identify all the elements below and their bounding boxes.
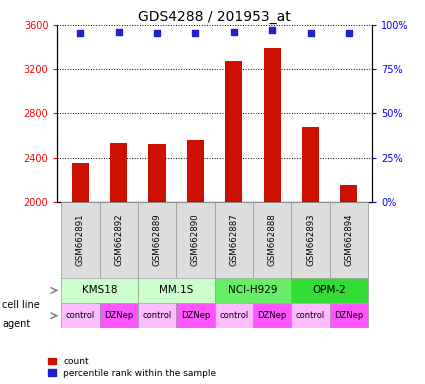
Bar <box>253 202 291 278</box>
Text: DZNep: DZNep <box>334 311 363 320</box>
Text: NCI-H929: NCI-H929 <box>228 285 278 295</box>
Bar <box>72 163 89 202</box>
Bar <box>291 202 330 278</box>
Bar <box>215 303 253 328</box>
Bar <box>264 48 281 202</box>
Text: control: control <box>66 311 95 320</box>
Text: GSM662890: GSM662890 <box>191 214 200 266</box>
Point <box>269 27 275 33</box>
Text: GSM662891: GSM662891 <box>76 214 85 266</box>
Bar <box>61 303 99 328</box>
Bar <box>253 303 291 328</box>
Bar <box>99 303 138 328</box>
Bar <box>225 61 242 202</box>
Point <box>77 30 84 36</box>
Legend: count, percentile rank within the sample: count, percentile rank within the sample <box>47 356 217 379</box>
Bar <box>61 278 138 303</box>
Bar <box>138 278 215 303</box>
Text: KMS18: KMS18 <box>82 285 117 295</box>
Bar <box>215 202 253 278</box>
Text: GSM662888: GSM662888 <box>268 214 277 266</box>
Point <box>230 29 237 35</box>
Text: control: control <box>296 311 325 320</box>
Text: control: control <box>219 311 249 320</box>
Bar <box>291 278 368 303</box>
Point <box>307 30 314 36</box>
Text: control: control <box>142 311 172 320</box>
Bar <box>138 202 176 278</box>
Bar <box>291 303 330 328</box>
Point <box>192 30 199 36</box>
Point <box>154 30 161 36</box>
Text: OPM-2: OPM-2 <box>313 285 346 295</box>
Text: DZNep: DZNep <box>181 311 210 320</box>
Bar <box>176 303 215 328</box>
Text: agent: agent <box>2 319 30 329</box>
Bar <box>138 303 176 328</box>
Bar <box>176 202 215 278</box>
Text: GSM662887: GSM662887 <box>230 214 238 266</box>
Bar <box>340 185 357 202</box>
Text: MM.1S: MM.1S <box>159 285 193 295</box>
Text: GSM662894: GSM662894 <box>344 214 353 266</box>
Text: cell line: cell line <box>2 300 40 310</box>
Text: DZNep: DZNep <box>104 311 133 320</box>
Title: GDS4288 / 201953_at: GDS4288 / 201953_at <box>138 10 291 24</box>
Point <box>115 29 122 35</box>
Bar <box>99 202 138 278</box>
Bar <box>110 143 128 202</box>
Text: GSM662889: GSM662889 <box>153 214 162 266</box>
Text: DZNep: DZNep <box>258 311 287 320</box>
Bar <box>187 140 204 202</box>
Text: GSM662892: GSM662892 <box>114 214 123 266</box>
Bar <box>302 127 319 202</box>
Bar <box>61 202 99 278</box>
Bar <box>148 144 166 202</box>
Bar <box>215 278 291 303</box>
Point <box>346 30 352 36</box>
Text: GSM662893: GSM662893 <box>306 214 315 266</box>
Bar <box>330 303 368 328</box>
Bar <box>330 202 368 278</box>
